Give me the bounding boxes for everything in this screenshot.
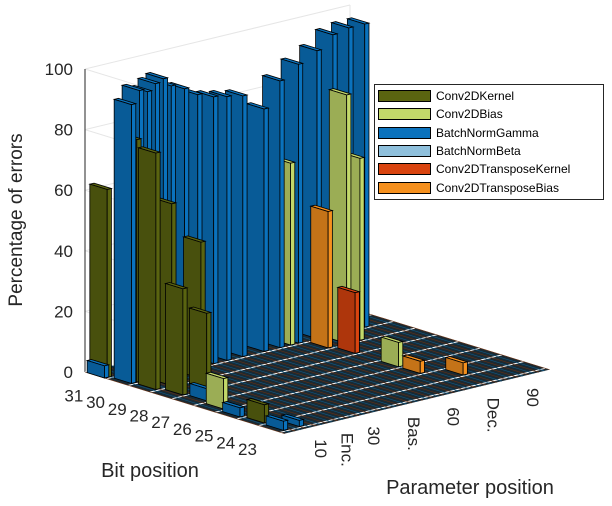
bar-front [213,95,219,365]
bar-side [380,336,399,368]
bar-side [205,372,225,410]
floor-line [339,310,540,373]
legend-item: Conv2DBias [378,105,600,123]
legend-swatch [378,145,431,158]
bit-tick-label: 29 [108,400,127,419]
bar-side [138,147,157,391]
floor-line [217,339,418,402]
legend: Conv2DKernel Conv2DBias BatchNormGamma Batc… [374,84,604,200]
floor-line [270,326,471,390]
bar-front [131,103,137,384]
bar-side [89,183,108,378]
bar-front [398,340,404,368]
bar-side [246,103,265,352]
y-axis-label: Parameter position [386,477,554,499]
bar-front [290,161,296,346]
bar-front [242,94,248,358]
legend-label: BatchNormBeta [436,144,521,159]
legend-item: BatchNormGamma [378,124,600,142]
z-tick-label: 0 [64,363,73,382]
param-tick-label: 90 [523,388,542,407]
bar-front [298,62,304,344]
bit-tick-label: 23 [238,440,257,459]
param-tick-label: Dec. [483,398,502,433]
bit-tick-label: 31 [64,386,83,405]
legend-item: Conv2DTransposeBias [378,178,600,196]
bar-front [239,406,245,418]
bit-tick-label: 24 [216,433,235,452]
bar-side [310,205,329,349]
bar-front [364,22,370,328]
bar-side [337,286,356,354]
bar-front [354,291,360,354]
bar-side [188,307,208,390]
bar-front [279,79,285,349]
legend-swatch [378,163,431,176]
param-tick-label: 60 [444,407,463,426]
floor-line [84,371,285,434]
bar-front [226,95,232,361]
legend-label: Conv2DBias [436,107,503,122]
bar-front [327,210,333,349]
bit-tick-label: 28 [129,406,148,425]
bit-tick-label: 25 [195,427,214,446]
legend-label: Conv2DTransposeBias [436,180,559,195]
z-tick-label: 60 [54,181,73,200]
bar-front [104,364,110,379]
legend-swatch [378,108,431,121]
bar-front [462,361,468,376]
x-axis-label: Bit position [101,460,199,482]
bit-tick-label: 26 [173,420,192,439]
legend-label: BatchNormGamma [436,125,539,140]
legend-swatch [378,90,431,103]
bit-tick-label: 27 [151,413,170,432]
legend-item: Conv2DTransposeKernel [378,160,600,178]
bar-front [106,187,112,378]
bar-front [419,359,425,374]
bar-front [283,419,289,431]
legend-label: Conv2DTransposeKernel [436,162,571,177]
legend-label: Conv2DKernel [436,89,515,104]
legend-swatch [378,126,431,139]
z-tick-label: 100 [45,60,73,79]
param-tick-label: 30 [364,426,383,445]
z-tick-label: 80 [54,121,73,140]
bar-front [359,156,365,341]
bar-side [113,98,132,384]
z-tick-label: 20 [54,302,73,321]
z-axis-label: Percentage of errors [6,133,27,306]
bar-front [155,151,161,391]
param-tick-label: Enc. [338,433,357,467]
floor-line [349,307,550,370]
floor-line [344,308,545,372]
param-tick-label: Bas. [404,417,423,451]
bit-tick-label: 30 [86,393,105,412]
bar-front [298,418,304,428]
bar-side [165,282,184,396]
param-tick-label: 10 [311,439,330,458]
legend-item: Conv2DKernel [378,87,600,105]
bar-front [182,287,188,396]
gridline [84,4,351,70]
z-tick-label: 40 [54,242,73,261]
legend-swatch [378,181,431,194]
bar-front [263,107,269,352]
legend-item: BatchNormBeta [378,142,600,160]
